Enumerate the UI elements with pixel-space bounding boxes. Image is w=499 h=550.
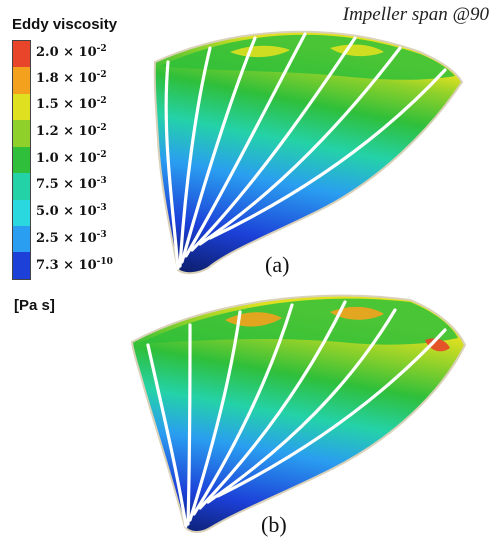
colorbar-swatch (13, 93, 30, 121)
panel-label-a: (a) (265, 252, 290, 277)
colorbar-swatch (13, 146, 30, 174)
impeller-domain-b (130, 294, 467, 533)
colorbar-swatch (13, 41, 30, 68)
panel-label-b: (b) (261, 512, 287, 537)
high-viscosity-patch-a (230, 45, 290, 58)
blade (198, 46, 402, 246)
colorbar-tick: 1.0 × 10-2 (36, 149, 107, 167)
blade-set-b (146, 300, 447, 528)
colorbar-swatch (13, 252, 30, 279)
blade (190, 36, 357, 252)
blade (198, 300, 347, 510)
blade (216, 328, 447, 498)
high-viscosity-patch-b (330, 306, 384, 320)
colorbar-tick: 1.5 × 10-2 (36, 95, 107, 113)
blade-set-a (164, 32, 447, 270)
colorbar-swatch (13, 225, 30, 253)
blade (178, 46, 212, 268)
blade (188, 310, 242, 522)
high-viscosity-band-b (138, 298, 458, 345)
colorbar-swatch (13, 120, 30, 147)
colorbar-tick: 7.3 × 10-10 (36, 256, 113, 274)
blade (180, 36, 257, 264)
colorbar (12, 40, 31, 280)
blade (146, 343, 188, 528)
legend-title: Eddy viscosity (12, 16, 118, 33)
colorbar-swatch (13, 173, 30, 200)
blade (184, 32, 307, 258)
blade (208, 68, 447, 240)
blade (186, 323, 192, 526)
colorbar-tick-labels: 2.0 × 10-2 1.8 × 10-2 1.5 × 10-2 1.2 × 1… (36, 40, 146, 280)
colorbar-tick: 1.8 × 10-2 (36, 69, 107, 87)
colorbar-tick: 2.5 × 10-3 (36, 229, 107, 247)
high-viscosity-patch-b (425, 338, 450, 352)
blade (164, 60, 180, 270)
high-viscosity-band-a (160, 34, 455, 80)
colorbar-tick: 5.0 × 10-3 (36, 202, 107, 220)
colorbar-swatch (13, 199, 30, 227)
legend-units: [Pa s] (14, 297, 55, 314)
colorbar-tick: 7.5 × 10-3 (36, 175, 107, 193)
blade (206, 308, 397, 504)
colorbar-tick: 1.2 × 10-2 (36, 122, 107, 140)
span-annotation: Impeller span @90 (342, 4, 489, 25)
colorbar-tick: 2.0 × 10-2 (36, 43, 107, 61)
colorbar-swatch (13, 67, 30, 95)
blade (192, 303, 294, 516)
